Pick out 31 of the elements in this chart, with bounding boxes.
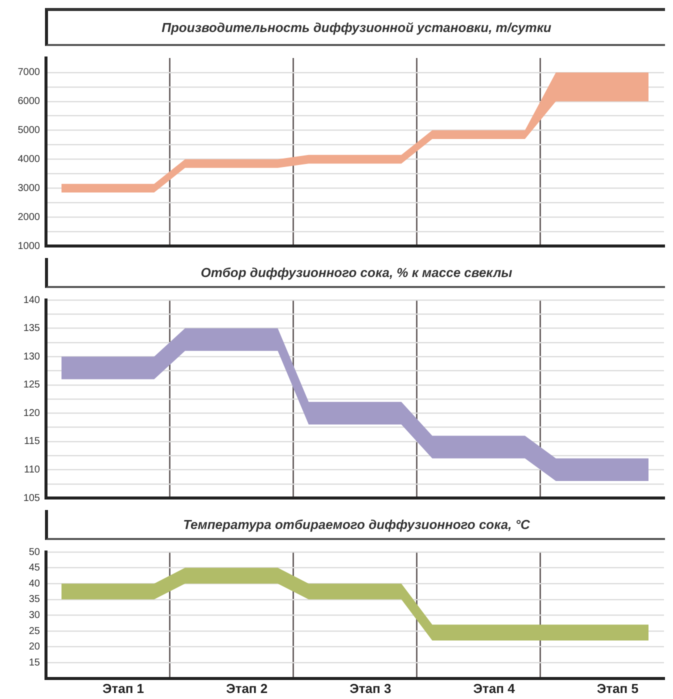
x-tick-label: Этап 5	[596, 680, 638, 696]
y-tick-label: 140	[23, 294, 40, 306]
y-tick-label: 15	[28, 657, 40, 668]
y-tick-label: 25	[28, 626, 40, 637]
y-tick-label: 120	[23, 408, 40, 419]
x-tick-label: Этап 2	[226, 680, 268, 696]
y-tick-label: 105	[23, 492, 40, 504]
y-tick-label: 4000	[18, 154, 40, 165]
x-tick-label: Этап 1	[102, 680, 144, 696]
y-tick-label: 30	[28, 610, 40, 621]
y-tick-label: 20	[28, 642, 40, 653]
y-tick-label: 115	[24, 436, 40, 448]
y-tick-label: 5000	[18, 125, 40, 136]
y-tick-label: 6000	[18, 96, 40, 108]
chart-title: Отбор диффузионного сока, % к массе свеклы	[45, 258, 665, 288]
y-tick-label: 45	[28, 562, 40, 574]
chart-title: Производительность диффузионной установки, т/сутки	[45, 8, 665, 46]
y-tick-label: 110	[24, 464, 40, 476]
y-tick-label: 40	[28, 578, 40, 590]
y-tick-label: 125	[23, 380, 40, 391]
y-tick-label: 7000	[18, 67, 40, 78]
y-tick-label: 2000	[18, 212, 40, 223]
x-tick-label: Этап 4	[473, 680, 516, 696]
y-tick-label: 3000	[18, 182, 40, 194]
y-tick-label: 35	[28, 594, 40, 606]
y-tick-label: 135	[23, 323, 40, 334]
chart-title: Температура отбираемого диффузионного сока, °C	[45, 510, 665, 540]
y-tick-label: 50	[28, 546, 40, 558]
y-tick-label: 130	[23, 351, 40, 362]
x-tick-label: Этап 3	[350, 680, 392, 696]
y-tick-label: 1000	[18, 240, 40, 252]
